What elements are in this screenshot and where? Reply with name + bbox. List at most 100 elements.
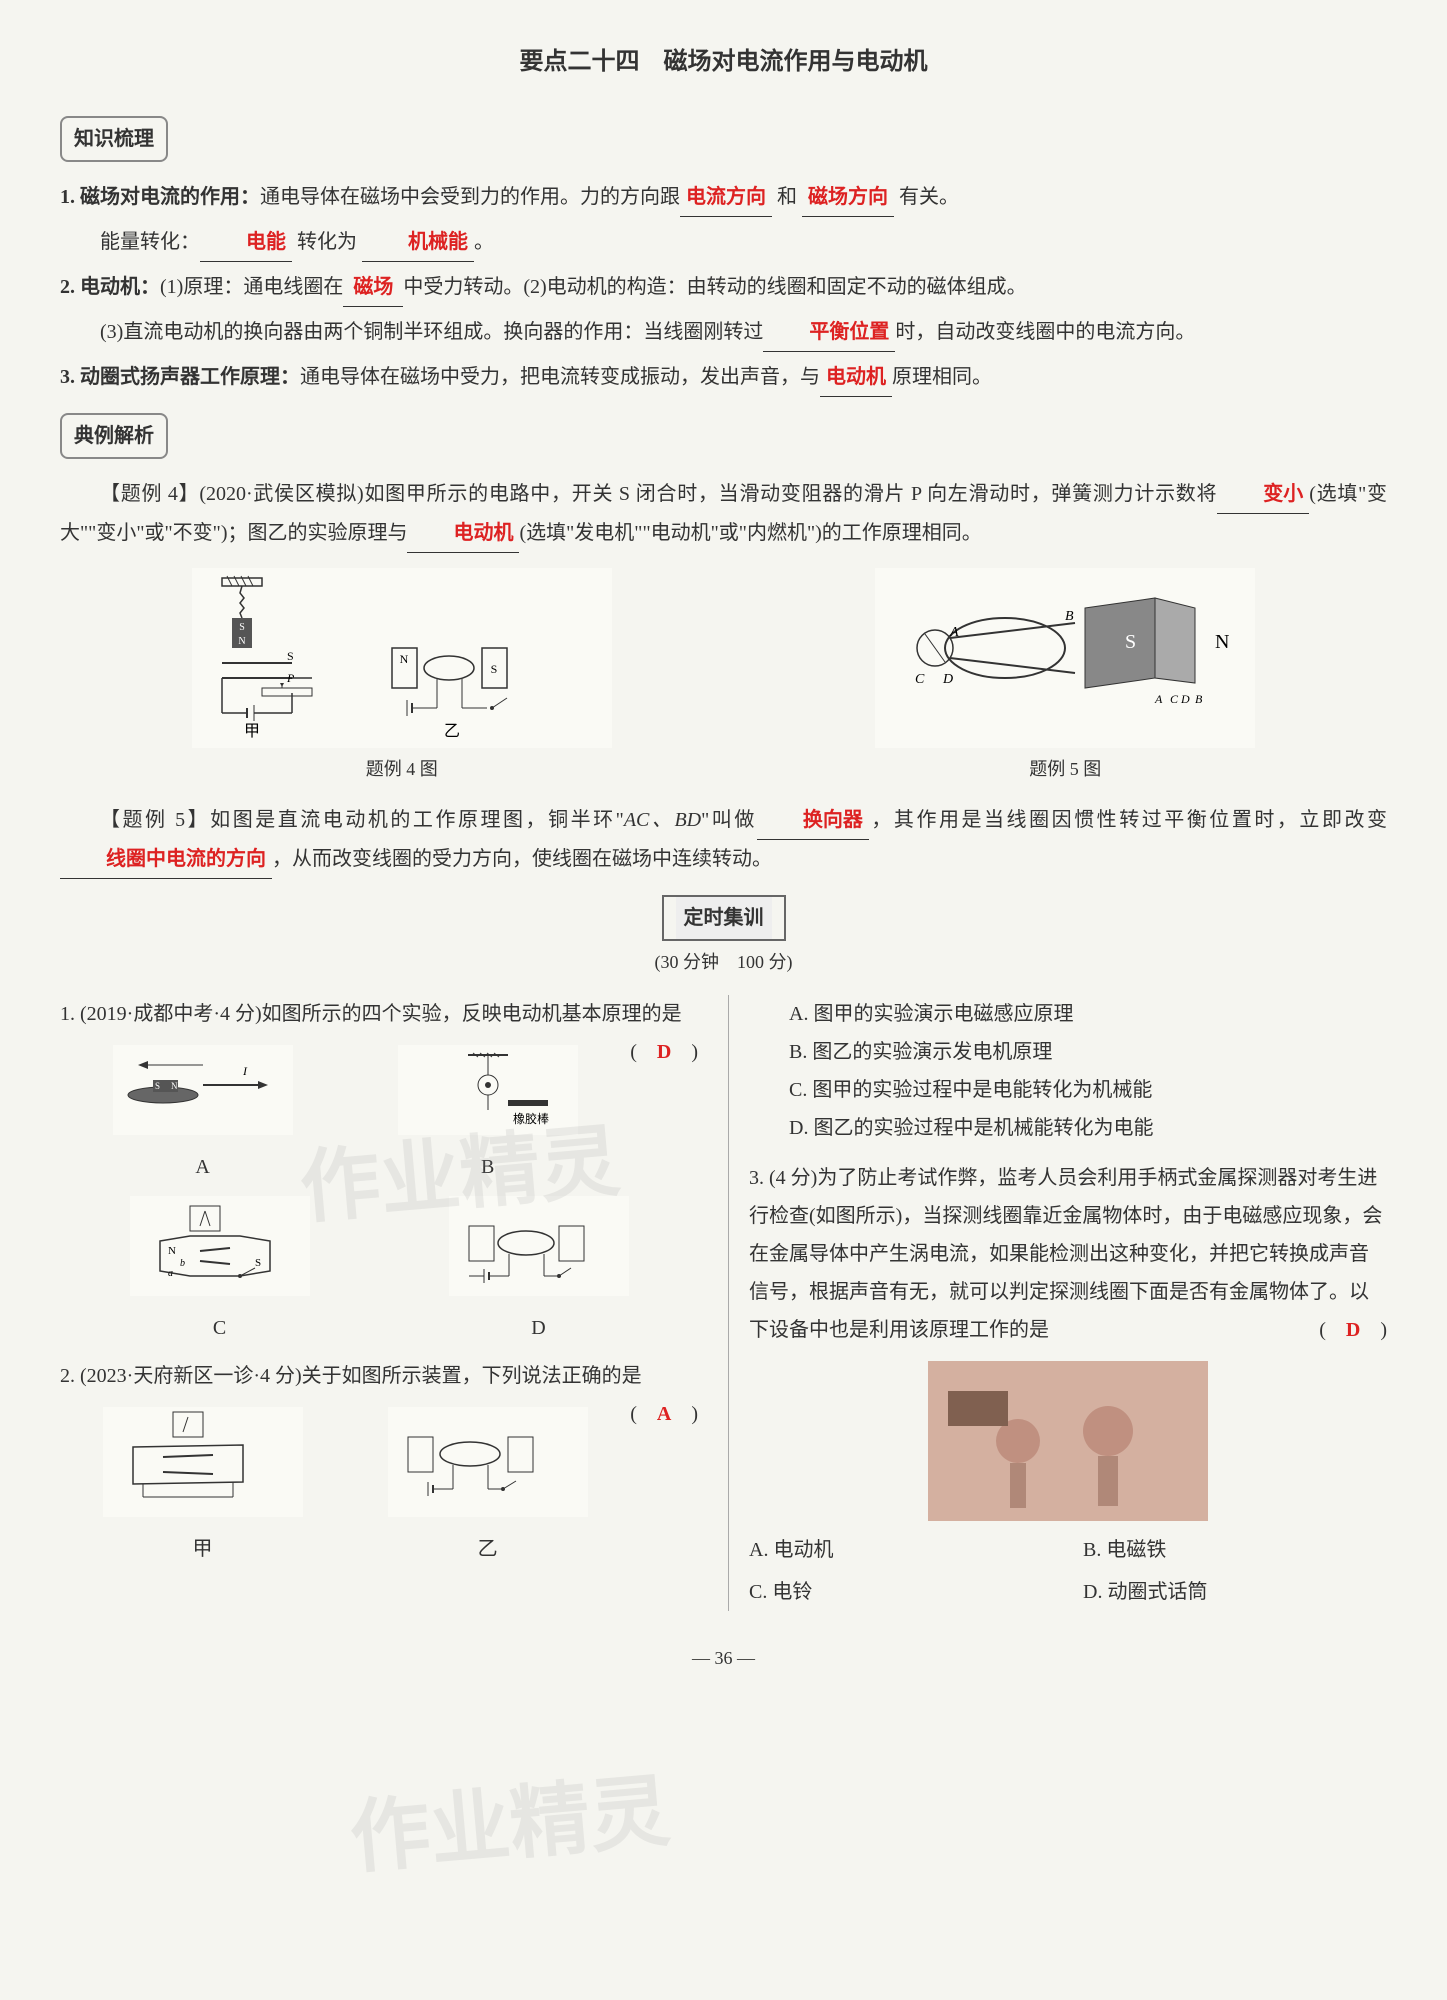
formula-text: AC、BD (624, 809, 701, 831)
item-prefix: 1. 磁场对电流的作用： (60, 186, 260, 208)
diagram-jia (103, 1407, 303, 1517)
text: 有关。 (899, 186, 959, 208)
option-c-figure: N S b a C (130, 1196, 310, 1347)
option-d-figure: D (449, 1196, 629, 1347)
question-2: 2. (2023·天府新区一诊·4 分)关于如图所示装置，下列说法正确的是 ( … (60, 1357, 698, 1395)
diagram-a: S N I (113, 1045, 293, 1135)
q2-option-b: B. 图乙的实验演示发电机原理 (749, 1033, 1387, 1071)
text: 中受力转动。(2)电动机的构造：由转动的线圈和固定不动的磁体组成。 (403, 276, 1026, 298)
text: ，其作用是当线圈因惯性转过平衡位置时，立即改变 (869, 809, 1387, 831)
svg-text:S: S (255, 1257, 261, 1269)
answer-letter: A (657, 1403, 671, 1425)
svg-text:B: B (1065, 609, 1074, 624)
right-column: A. 图甲的实验演示电磁感应原理 B. 图乙的实验演示发电机原理 C. 图甲的实… (728, 995, 1387, 1611)
text: 【题例 4】(2020·武侯区模拟)如图甲所示的电路中，开关 S 闭合时，当滑动… (100, 483, 1217, 505)
text: (3)直流电动机的换向器由两个铜制半环组成。换向器的作用：当线圈刚转过 (100, 321, 763, 343)
text: 转化为 (297, 231, 357, 253)
svg-text:S: S (1125, 631, 1136, 653)
figure-caption: 题例 4 图 (192, 752, 612, 786)
text: 【题例 5】如图是直流电动机的工作原理图，铜半环" (100, 809, 624, 831)
svg-text:D: D (942, 672, 953, 687)
option-label: A (113, 1148, 293, 1186)
knowledge-item-1: 1. 磁场对电流的作用：通电导体在磁场中会受到力的作用。力的方向跟电流方向 和 … (60, 178, 1387, 217)
figure-example-5: S N B A C D A C D B 题例 5 图 (875, 568, 1255, 786)
question-text: 2. (2023·天府新区一诊·4 分)关于如图所示装置，下列说法正确的是 (60, 1365, 642, 1387)
left-column: 1. (2019·成都中考·4 分)如图所示的四个实验，反映电动机基本原理的是 … (60, 995, 698, 1611)
svg-text:N: N (171, 1081, 178, 1091)
answer-blank: 磁场方向 (802, 178, 894, 217)
q2-option-c: C. 图甲的实验过程中是电能转化为机械能 (749, 1071, 1387, 1109)
q3-option-b: B. 电磁铁 (1083, 1531, 1387, 1569)
svg-text:S: S (287, 649, 294, 663)
q3-option-d: D. 动圈式话筒 (1083, 1573, 1387, 1611)
svg-text:B: B (1195, 692, 1203, 706)
training-time: (30 分钟 100 分) (60, 945, 1387, 979)
page-title: 要点二十四 磁场对电流作用与电动机 (60, 40, 1387, 86)
answer-paren: ( D ) (630, 1033, 698, 1071)
detector-photo-icon (928, 1361, 1208, 1521)
answer-paren: ( D ) (1319, 1311, 1387, 1349)
example-4: 【题例 4】(2020·武侯区模拟)如图甲所示的电路中，开关 S 闭合时，当滑动… (60, 475, 1387, 553)
text: (1)原理：通电线圈在 (160, 276, 343, 298)
text: 通电导体在磁场中会受到力的作用。力的方向跟 (260, 186, 680, 208)
question-text: 1. (2019·成都中考·4 分)如图所示的四个实验，反映电动机基本原理的是 (60, 1003, 682, 1025)
svg-text:C: C (915, 672, 925, 687)
text: 和 (777, 186, 797, 208)
svg-text:A: A (1154, 692, 1163, 706)
text: 。 (474, 231, 494, 253)
q3-options: A. 电动机 B. 电磁铁 C. 电铃 D. 动圈式话筒 (749, 1531, 1387, 1611)
svg-text:a: a (168, 1268, 173, 1279)
knowledge-item-2b: (3)直流电动机的换向器由两个铜制半环组成。换向器的作用：当线圈刚转过平衡位置时… (60, 313, 1387, 352)
figure-caption: 题例 5 图 (875, 752, 1255, 786)
figure-label: 乙 (388, 1530, 588, 1568)
question-1: 1. (2019·成都中考·4 分)如图所示的四个实验，反映电动机基本原理的是 … (60, 995, 698, 1033)
svg-text:橡胶棒: 橡胶棒 (513, 1111, 549, 1126)
item-prefix: 2. 电动机： (60, 276, 160, 298)
svg-text:S: S (490, 662, 497, 676)
answer-blank: 电动机 (407, 514, 519, 553)
option-a-figure: S N I A (113, 1045, 293, 1186)
option-label: D (449, 1309, 629, 1347)
q3-option-c: C. 电铃 (749, 1573, 1053, 1611)
text: ，从而改变线圈的受力方向，使线圈在磁场中连续转动。 (272, 848, 772, 870)
svg-text:N: N (399, 652, 408, 666)
option-label: C (130, 1309, 310, 1347)
question-3: 3. (4 分)为了防止考试作弊，监考人员会利用手柄式金属探测器对考生进行检查(… (749, 1159, 1387, 1349)
motor-diagram-ex5: S N B A C D A C D B (875, 568, 1255, 748)
circuit-diagram-ex4: S N S P 甲 N S (192, 568, 612, 748)
answer-blank: 磁场 (343, 268, 403, 307)
diagram-yi (388, 1407, 588, 1517)
knowledge-item-2: 2. 电动机：(1)原理：通电线圈在磁场中受力转动。(2)电动机的构造：由转动的… (60, 268, 1387, 307)
diagram-b: 橡胶棒 (398, 1045, 578, 1135)
knowledge-item-1b: 能量转化：电能 转化为 机械能。 (60, 223, 1387, 262)
example-5: 【题例 5】如图是直流电动机的工作原理图，铜半环"AC、BD"叫做换向器，其作用… (60, 801, 1387, 879)
text: 通电导体在磁场中受力，把电流转变成振动，发出声音，与 (300, 366, 820, 388)
two-column-layout: 1. (2019·成都中考·4 分)如图所示的四个实验，反映电动机基本原理的是 … (60, 995, 1387, 1611)
training-title: 定时集训 (662, 895, 786, 941)
svg-text:S: S (239, 622, 245, 633)
answer-paren: ( A ) (630, 1395, 698, 1433)
q2-option-d: D. 图乙的实验过程中是机械能转化为电能 (749, 1109, 1387, 1147)
svg-text:N: N (168, 1245, 176, 1257)
answer-letter: D (1346, 1319, 1360, 1341)
page-number: — 36 — (60, 1641, 1387, 1675)
text: "叫做 (701, 809, 757, 831)
question-text: 3. (4 分)为了防止考试作弊，监考人员会利用手柄式金属探测器对考生进行检查(… (749, 1167, 1382, 1341)
answer-blank: 电能 (200, 223, 292, 262)
text: 原理相同。 (892, 366, 992, 388)
figure-example-4: S N S P 甲 N S (192, 568, 612, 786)
svg-text:N: N (238, 636, 245, 647)
q2-figures: 甲 乙 (60, 1407, 630, 1568)
answer-blank: 变小 (1217, 475, 1309, 514)
answer-blank: 换向器 (757, 801, 869, 840)
svg-text:S: S (155, 1081, 160, 1091)
text: (选填"发电机""电动机"或"内燃机")的工作原理相同。 (519, 522, 981, 544)
answer-blank: 机械能 (362, 223, 474, 262)
knowledge-item-3: 3. 动圈式扬声器工作原理：通电导体在磁场中受力，把电流转变成振动，发出声音，与… (60, 358, 1387, 397)
option-label: B (398, 1148, 578, 1186)
diagram-c: N S b a (130, 1196, 310, 1296)
diagram-d (449, 1196, 629, 1296)
answer-blank: 电动机 (820, 358, 892, 397)
option-b-figure: 橡胶棒 B (398, 1045, 578, 1186)
figure-label: 甲 (103, 1530, 303, 1568)
